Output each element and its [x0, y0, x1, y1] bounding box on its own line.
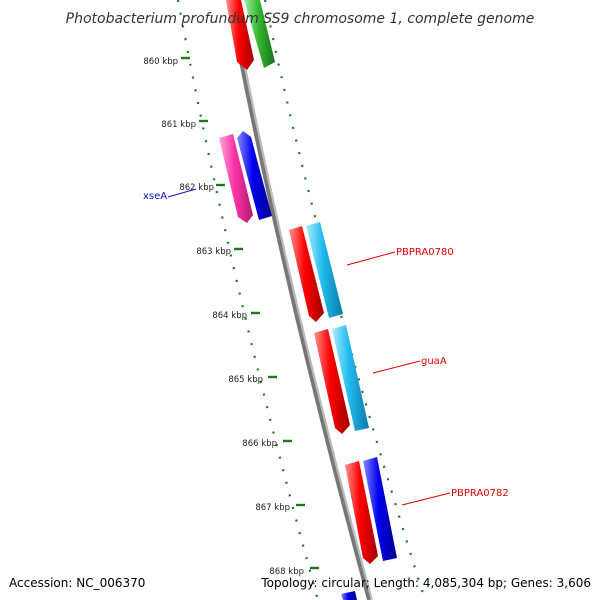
gene-labels: xseA PBPRA0780 guaA PBPRA0782 [143, 191, 509, 499]
gene-arrow [237, 131, 272, 220]
gene-arrow [314, 329, 350, 434]
gene-arrow [345, 461, 378, 564]
gene-arrow [306, 222, 343, 318]
tick-label: 867 kbp [255, 503, 290, 513]
tick-label: 860 kbp [143, 57, 178, 67]
gene-arrow [341, 591, 357, 600]
backbone-shadow [227, 0, 373, 600]
tick-label: 864 kbp [212, 311, 247, 321]
gene-features [219, 0, 397, 600]
tick-marks [181, 56, 319, 570]
tick-label: 868 kbp [269, 567, 304, 577]
leader-lines [167, 188, 451, 506]
gene-arrow [289, 226, 324, 322]
gene-label-pbpra0780: PBPRA0780 [396, 247, 454, 258]
gene-label-guaa: guaA [421, 356, 447, 367]
tick-label: 866 kbp [242, 439, 277, 449]
gene-label-xsea: xseA [143, 191, 167, 202]
gene-label-pbpra0782: PBPRA0782 [451, 488, 509, 499]
tick-label: 865 kbp [228, 375, 263, 385]
map-title: Photobacterium profundum SS9 chromosome … [66, 11, 535, 27]
summary-text: Topology: circular; Length: 4,085,304 bp… [260, 576, 591, 590]
tick-labels: 860 kbp 861 kbp 862 kbp 863 kbp 864 kbp … [143, 57, 304, 577]
tick-label: 863 kbp [196, 247, 231, 257]
gene-arrow [226, 0, 254, 70]
gene-arrow [219, 134, 253, 223]
gene-arrow [332, 325, 369, 431]
accession-text: Accession: NC_006370 [9, 576, 145, 590]
tick-label: 862 kbp [179, 183, 214, 193]
backbone-circle [227, 0, 371, 600]
gene-arrow [363, 457, 397, 561]
tick-label: 861 kbp [161, 120, 196, 130]
gene-arrow [244, 0, 275, 68]
